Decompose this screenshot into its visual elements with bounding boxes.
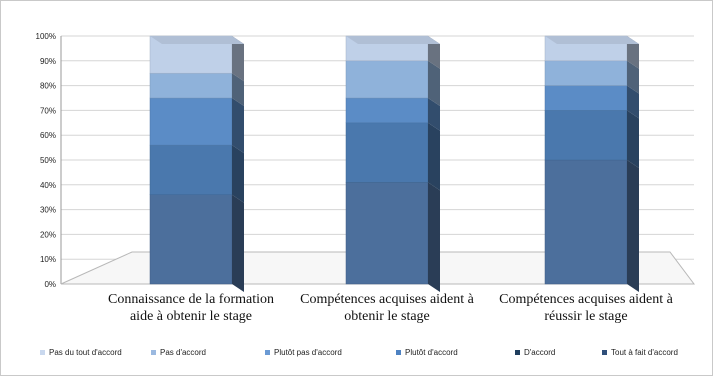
bar-segment	[544, 110, 628, 161]
legend-swatch	[515, 350, 520, 355]
legend-swatch	[151, 350, 156, 355]
y-tick-label: 70%	[40, 106, 56, 115]
bar-side-segment	[627, 60, 639, 94]
legend-label: D'accord	[524, 348, 555, 357]
bar-side-segment	[428, 60, 440, 106]
y-tick-label: 40%	[40, 181, 56, 190]
bar-segment	[345, 122, 429, 183]
legend-label: Tout à fait d'accord	[611, 348, 678, 357]
category-label: Compétences acquises aident à obtenir le …	[300, 292, 475, 324]
legend-swatch	[396, 350, 401, 355]
bar-segment	[149, 72, 233, 99]
category-label: Compétences acquises aident à réussir le …	[499, 292, 674, 324]
legend-label: Pas d'accord	[160, 348, 206, 357]
bar-side-segment	[627, 160, 639, 292]
legend-swatch	[602, 350, 607, 355]
bar-side-segment	[232, 36, 244, 82]
legend-swatch	[265, 350, 270, 355]
bar-segment	[544, 60, 628, 86]
bar-side-segment	[232, 73, 244, 106]
legend-swatch	[40, 350, 45, 355]
y-tick-label: 50%	[40, 156, 56, 165]
bar-segment	[345, 97, 429, 124]
bar-segment	[345, 182, 429, 285]
bar-side-segment	[428, 122, 440, 191]
bar-side-segment	[627, 110, 639, 168]
y-tick-label: 20%	[40, 230, 56, 239]
category-label: Connaissance de la formation aide à obten…	[108, 292, 274, 324]
y-tick-label: 30%	[40, 206, 56, 215]
y-tick-label: 60%	[40, 131, 56, 140]
bar-side-segment	[232, 98, 244, 154]
bar-segment	[149, 194, 233, 285]
y-tick-label: 10%	[40, 255, 56, 264]
bar-segment	[345, 60, 429, 99]
bar-side-segment	[232, 145, 244, 203]
bar-side-segment	[428, 36, 440, 69]
legend-label: Pas du tout d'accord	[49, 348, 122, 357]
bar-top-face	[346, 36, 440, 44]
legend-label: Plutôt d'accord	[405, 348, 458, 357]
bar-side-segment	[627, 85, 639, 119]
bar-segment	[544, 159, 628, 285]
y-tick-label: 90%	[40, 57, 56, 66]
y-tick-label: 100%	[36, 32, 56, 41]
bar-side-segment	[428, 182, 440, 292]
y-tick-label: 80%	[40, 82, 56, 91]
bar-side-segment	[232, 194, 244, 292]
bar-top-face	[150, 36, 244, 44]
bar-segment	[149, 144, 233, 195]
bar-segment	[149, 97, 233, 146]
bar-side-segment	[627, 36, 639, 69]
bar-segment	[544, 85, 628, 111]
bar-top-face	[545, 36, 639, 44]
y-tick-label: 0%	[44, 280, 56, 289]
bar-side-segment	[428, 98, 440, 131]
legend-label: Plutôt pas d'accord	[274, 348, 342, 357]
